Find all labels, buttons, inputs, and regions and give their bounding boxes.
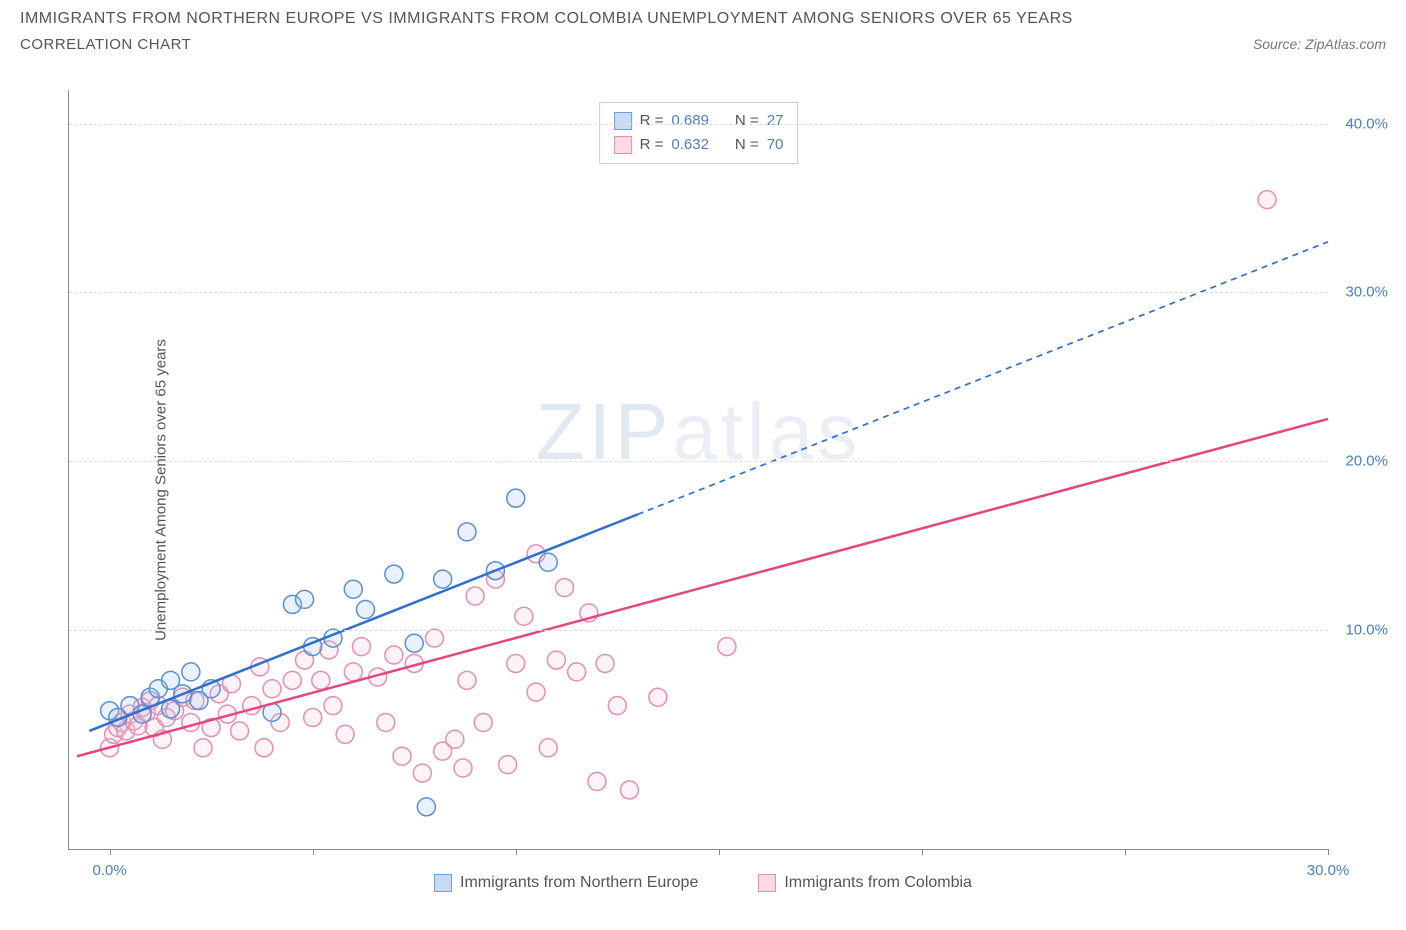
scatter-point-pink bbox=[596, 654, 614, 672]
scatter-point-pink bbox=[649, 688, 667, 706]
scatter-point-pink bbox=[385, 646, 403, 664]
chart-header: IMMIGRANTS FROM NORTHERN EUROPE VS IMMIG… bbox=[0, 0, 1406, 58]
x-tick bbox=[110, 849, 111, 855]
scatter-point-pink bbox=[507, 654, 525, 672]
trendline-pink bbox=[77, 419, 1328, 756]
scatter-point-pink bbox=[344, 663, 362, 681]
scatter-point-pink bbox=[718, 638, 736, 656]
x-tick bbox=[313, 849, 314, 855]
x-tick bbox=[516, 849, 517, 855]
stat-n-pink: 70 bbox=[767, 133, 784, 157]
scatter-point-blue bbox=[539, 553, 557, 571]
scatter-point-blue bbox=[405, 634, 423, 652]
scatter-point-blue bbox=[507, 489, 525, 507]
swatch-blue bbox=[614, 112, 632, 130]
scatter-point-pink bbox=[446, 730, 464, 748]
scatter-point-blue bbox=[417, 798, 435, 816]
y-tick-label: 10.0% bbox=[1345, 621, 1388, 638]
chart-container: Unemployment Among Seniors over 65 years… bbox=[0, 80, 1406, 900]
stat-r-label: R = bbox=[640, 109, 664, 133]
scatter-point-pink bbox=[426, 629, 444, 647]
scatter-point-blue bbox=[344, 580, 362, 598]
gridline-h bbox=[69, 292, 1328, 293]
stat-r-blue: 0.689 bbox=[671, 109, 709, 133]
scatter-point-pink bbox=[555, 579, 573, 597]
scatter-point-pink bbox=[527, 683, 545, 701]
scatter-point-pink bbox=[466, 587, 484, 605]
stat-n-blue: 27 bbox=[767, 109, 784, 133]
scatter-point-pink bbox=[182, 714, 200, 732]
y-tick-label: 40.0% bbox=[1345, 115, 1388, 132]
stats-row-blue: R = 0.689 N = 27 bbox=[614, 109, 784, 133]
chart-subtitle: CORRELATION CHART bbox=[20, 36, 191, 53]
gridline-h bbox=[69, 461, 1328, 462]
stat-r-pink: 0.632 bbox=[671, 133, 709, 157]
stat-n-label: N = bbox=[735, 109, 759, 133]
stat-r-label-2: R = bbox=[640, 133, 664, 157]
scatter-point-pink bbox=[568, 663, 586, 681]
scatter-point-pink bbox=[304, 708, 322, 726]
scatter-point-pink bbox=[255, 739, 273, 757]
scatter-point-pink bbox=[454, 759, 472, 777]
x-tick bbox=[1328, 849, 1329, 855]
scatter-point-pink bbox=[1258, 191, 1276, 209]
scatter-point-pink bbox=[231, 722, 249, 740]
scatter-svg bbox=[69, 90, 1328, 849]
subtitle-row: CORRELATION CHART Source: ZipAtlas.com bbox=[20, 36, 1386, 53]
scatter-point-pink bbox=[499, 756, 517, 774]
scatter-point-pink bbox=[458, 671, 476, 689]
scatter-point-blue bbox=[356, 600, 374, 618]
swatch-pink bbox=[614, 136, 632, 154]
scatter-point-pink bbox=[336, 725, 354, 743]
scatter-point-pink bbox=[393, 747, 411, 765]
scatter-point-pink bbox=[194, 739, 212, 757]
scatter-point-pink bbox=[588, 773, 606, 791]
scatter-point-pink bbox=[515, 607, 533, 625]
scatter-point-blue bbox=[434, 570, 452, 588]
scatter-point-pink bbox=[539, 739, 557, 757]
gridline-h bbox=[69, 124, 1328, 125]
scatter-point-blue bbox=[296, 590, 314, 608]
scatter-point-blue bbox=[458, 523, 476, 541]
x-tick bbox=[719, 849, 720, 855]
source-label: Source: ZipAtlas.com bbox=[1253, 36, 1386, 52]
scatter-point-pink bbox=[283, 671, 301, 689]
scatter-point-pink bbox=[474, 714, 492, 732]
legend-item-blue: Immigrants from Northern Europe bbox=[434, 874, 698, 892]
legend-label-blue: Immigrants from Northern Europe bbox=[460, 874, 698, 892]
x-tick bbox=[922, 849, 923, 855]
scatter-point-blue bbox=[182, 663, 200, 681]
x-tick bbox=[1125, 849, 1126, 855]
y-tick-label: 30.0% bbox=[1345, 284, 1388, 301]
scatter-point-pink bbox=[608, 697, 626, 715]
scatter-point-pink bbox=[312, 671, 330, 689]
swatch-pink-2 bbox=[758, 874, 776, 892]
scatter-point-pink bbox=[620, 781, 638, 799]
y-tick-label: 20.0% bbox=[1345, 453, 1388, 470]
legend-item-pink: Immigrants from Colombia bbox=[758, 874, 972, 892]
legend-label-pink: Immigrants from Colombia bbox=[784, 874, 972, 892]
scatter-point-pink bbox=[263, 680, 281, 698]
x-legend: Immigrants from Northern Europe Immigran… bbox=[0, 874, 1406, 892]
gridline-h bbox=[69, 630, 1328, 631]
scatter-point-pink bbox=[352, 638, 370, 656]
scatter-point-blue bbox=[385, 565, 403, 583]
chart-title: IMMIGRANTS FROM NORTHERN EUROPE VS IMMIG… bbox=[20, 10, 1386, 28]
scatter-point-pink bbox=[547, 651, 565, 669]
scatter-point-pink bbox=[324, 697, 342, 715]
stats-legend-box: R = 0.689 N = 27 R = 0.632 N = 70 bbox=[599, 102, 799, 164]
trendline-blue bbox=[89, 514, 637, 731]
stat-n-label-2: N = bbox=[735, 133, 759, 157]
scatter-point-pink bbox=[413, 764, 431, 782]
swatch-blue-2 bbox=[434, 874, 452, 892]
trendline-dashed-blue bbox=[638, 242, 1328, 515]
plot-area: ZIPatlas R = 0.689 N = 27 R = 0.632 N = … bbox=[68, 90, 1328, 850]
stats-row-pink: R = 0.632 N = 70 bbox=[614, 133, 784, 157]
scatter-point-pink bbox=[377, 714, 395, 732]
scatter-point-blue bbox=[162, 700, 180, 718]
